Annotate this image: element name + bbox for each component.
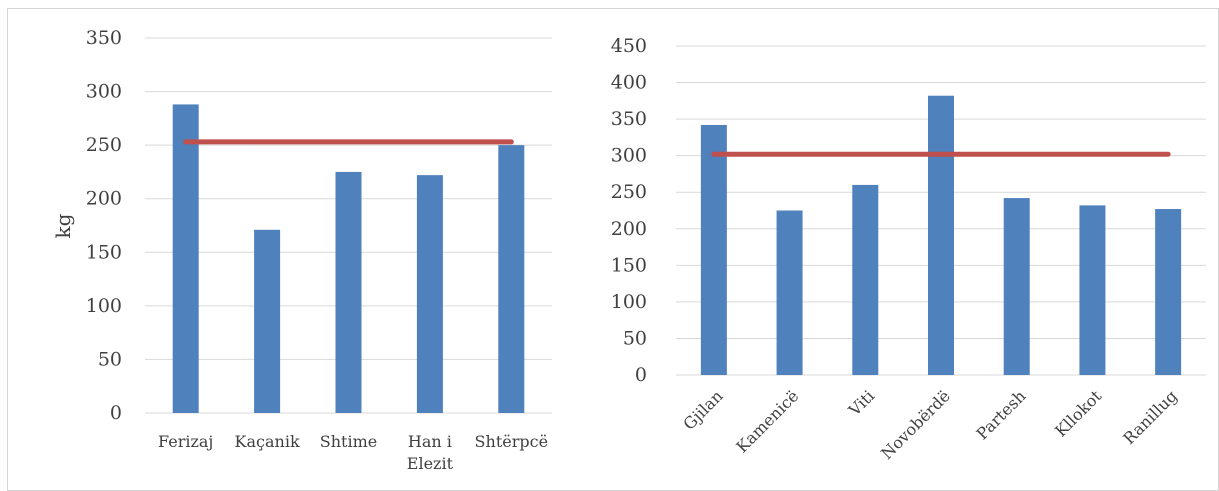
y-tick-label: 300 (86, 81, 122, 103)
x-tick-label-line: Han i (408, 432, 452, 451)
chart-right-svg: 0 50 100 150 200 250 300 350 400 450 Gjilan Kamenic… (611, 35, 1206, 463)
x-tick-label: Ranillug (1119, 386, 1181, 448)
x-tick-label: Han i Elezit (407, 432, 454, 473)
y-tick-label: 50 (623, 327, 647, 349)
x-tick-label: Viti (844, 386, 878, 420)
x-tick-label-line: Shtime (320, 432, 377, 451)
chart-left-svg: kg 0 50 100 150 200 250 300 350 Ferizaj Kaçanik Sh… (51, 27, 552, 473)
x-tick-label-line: Elezit (407, 454, 454, 473)
x-tick-label-line: Kaçanik (235, 432, 300, 451)
x-tick-label: Kllokot (1051, 386, 1106, 441)
x-tick-label: Kamenicë (732, 386, 802, 456)
x-tick-label-line: Ferizaj (158, 432, 213, 451)
bar-ferizaj (172, 104, 199, 413)
y-tick-label: 0 (110, 402, 122, 424)
x-tick-label: Kaçanik (235, 432, 300, 451)
x-tick-label-line: Shtërpcë (475, 432, 548, 451)
y-axis-label: kg (51, 213, 75, 238)
bar-ranillug (1155, 209, 1182, 375)
x-tick-label: Ferizaj (158, 432, 213, 451)
y-tick-label: 150 (611, 254, 647, 276)
y-tick-label: 450 (611, 35, 647, 57)
y-tick-label: 50 (98, 348, 122, 370)
y-tick-label: 250 (86, 134, 122, 156)
y-tick-label: 350 (86, 27, 122, 49)
bar-partesh (1003, 198, 1030, 375)
y-tick-label: 200 (86, 188, 122, 210)
bar-han-i-elezit (416, 175, 443, 413)
bar-novobërdë (928, 95, 954, 376)
x-tick-label: Shtime (320, 432, 377, 451)
y-tick-label: 150 (86, 241, 122, 263)
bar-viti (852, 184, 879, 375)
y-tick-label: 0 (635, 364, 647, 386)
y-tick-label: 300 (611, 145, 647, 167)
x-tick-label: Gjilan (679, 386, 726, 433)
y-tick-label: 200 (611, 218, 647, 240)
x-tick-label: Novobërdë (877, 386, 954, 463)
bar-shtime (335, 171, 362, 413)
bar-shtërpcë (498, 145, 525, 413)
y-tick-label: 400 (611, 72, 647, 94)
bar-kamenicë (776, 210, 803, 375)
x-tick-label: Shtërpcë (475, 432, 548, 451)
x-tick-label: Partesh (973, 386, 1030, 443)
chart-panel-left: kg 0 50 100 150 200 250 300 350 Ferizaj Kaçanik Sh… (0, 0, 591, 491)
bar-kaçanik (254, 229, 281, 413)
y-tick-label: 100 (86, 295, 122, 317)
y-tick-label: 100 (611, 291, 647, 313)
bar-gjilan (700, 124, 727, 376)
bar-kllokot (1079, 205, 1106, 375)
chart-panel-right: 0 50 100 150 200 250 300 350 400 450 Gjilan Kamenic… (583, 0, 1219, 491)
y-tick-label: 350 (611, 108, 647, 130)
y-tick-label: 250 (611, 181, 647, 203)
